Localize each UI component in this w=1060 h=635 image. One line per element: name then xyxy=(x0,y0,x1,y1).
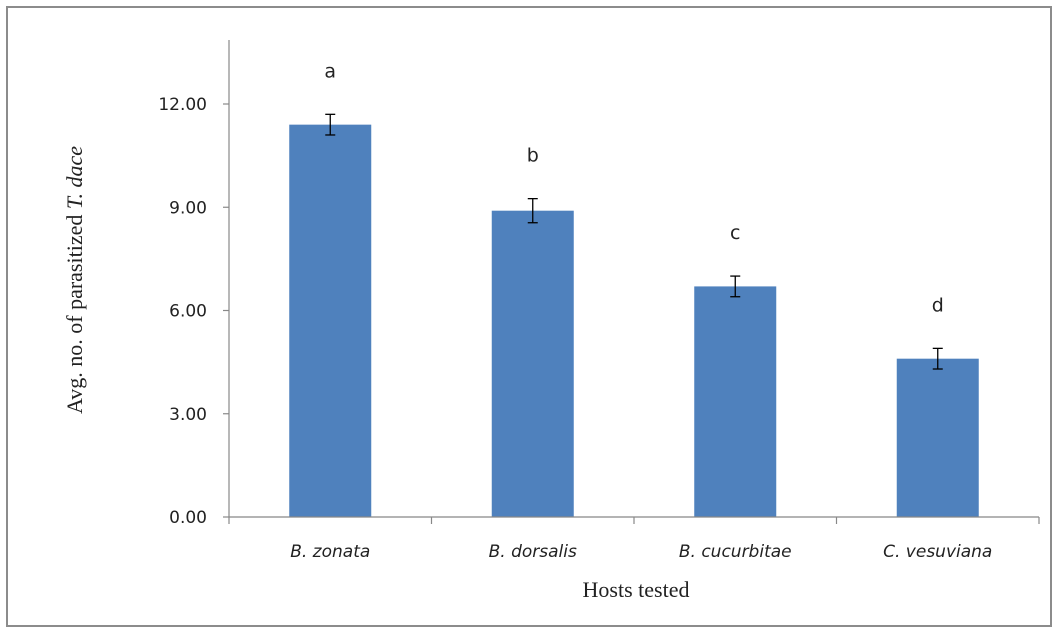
significance-letter: b xyxy=(527,145,539,167)
bar xyxy=(694,286,777,517)
y-tick-label: 0.00 xyxy=(169,508,207,528)
error-bar xyxy=(932,347,943,370)
significance-letter: d xyxy=(932,294,944,316)
x-tick-label: B. dorsalis xyxy=(489,542,577,562)
x-axis: B. zonata B. dorsalis B. cucurbitae C. vesu… xyxy=(228,516,1040,562)
significance-letter: a xyxy=(324,60,336,82)
error-bar xyxy=(527,197,538,224)
x-tick-label: C. vesuviana xyxy=(883,542,992,562)
bar xyxy=(491,210,574,518)
y-axis-title-prefix: Avg. no. of parasitized xyxy=(62,209,87,414)
error-bar xyxy=(325,113,336,136)
y-axis-title-species: T. dace xyxy=(62,146,87,209)
x-axis-title: Hosts tested xyxy=(583,577,690,602)
y-tick-label: 6.00 xyxy=(169,302,207,322)
y-axis-title: Avg. no. of parasitized T. dace xyxy=(62,146,87,414)
x-tick-label: B. cucurbitae xyxy=(679,542,792,562)
error-bar xyxy=(730,275,741,298)
bars: a b c d xyxy=(289,60,979,518)
x-tick-label: B. zonata xyxy=(290,542,370,562)
y-axis: 0.00 3.00 6.00 9.00 12.00 xyxy=(158,40,230,528)
y-tick-label: 9.00 xyxy=(169,198,207,218)
y-tick-label: 12.00 xyxy=(158,95,207,115)
significance-letter: c xyxy=(730,222,740,244)
bar xyxy=(289,124,372,518)
y-tick-label: 3.00 xyxy=(169,405,207,425)
bar xyxy=(896,358,979,517)
